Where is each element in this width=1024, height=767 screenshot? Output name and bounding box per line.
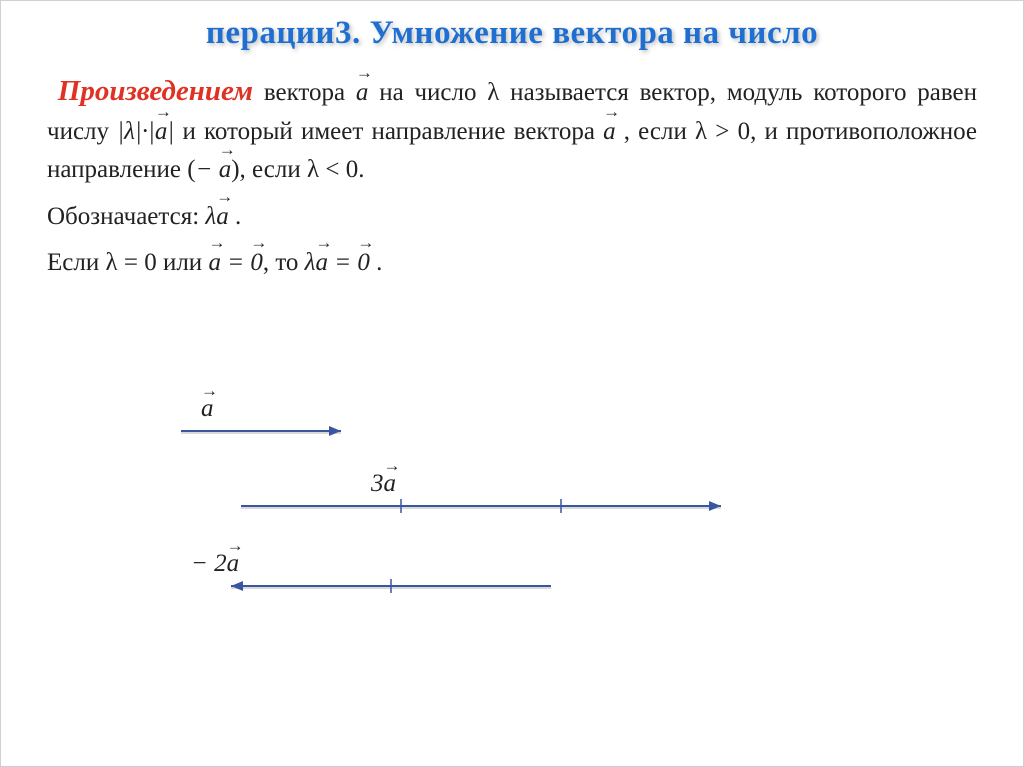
a-eq-0: a = 0 <box>208 249 262 276</box>
label-3a: 3a <box>371 468 396 498</box>
neg-a-inline: − a <box>196 156 232 183</box>
zero-case-paragraph: Если λ = 0 или a = 0, то λa = 0 . <box>47 243 977 281</box>
line3-a: Если λ = 0 или <box>47 249 208 276</box>
la-eq-0: λa = 0 <box>305 249 370 276</box>
notation-paragraph: Обозначается: λa . <box>47 197 977 235</box>
vector-diagram: a 3a − 2a <box>171 391 871 651</box>
label-minus-2a: − 2a <box>191 548 239 578</box>
label-a: a <box>201 393 214 423</box>
def-part3: и который имеет направление вектора <box>174 118 603 145</box>
line3-e: . <box>370 249 383 276</box>
line3-c: , то <box>263 249 305 276</box>
vec-a-inline-2: a <box>603 112 616 150</box>
lambda-a: λa <box>205 203 228 230</box>
line2-a: Обозначается: <box>47 203 205 230</box>
vec-a-inline-1: a <box>356 73 369 111</box>
line2-c: . <box>229 203 242 230</box>
slide-body: Произведением вектора a на число λ назыв… <box>1 52 1023 281</box>
formula-mod: |λ|·|a| <box>117 118 174 145</box>
slide-title: перации3. Умножение вектора на число <box>1 1 1023 52</box>
def-part5: ), если λ < 0. <box>231 156 364 183</box>
diagram-svg <box>171 391 871 651</box>
definition-paragraph: Произведением вектора a на число λ назыв… <box>47 70 977 189</box>
def-part1: вектора <box>253 79 356 106</box>
